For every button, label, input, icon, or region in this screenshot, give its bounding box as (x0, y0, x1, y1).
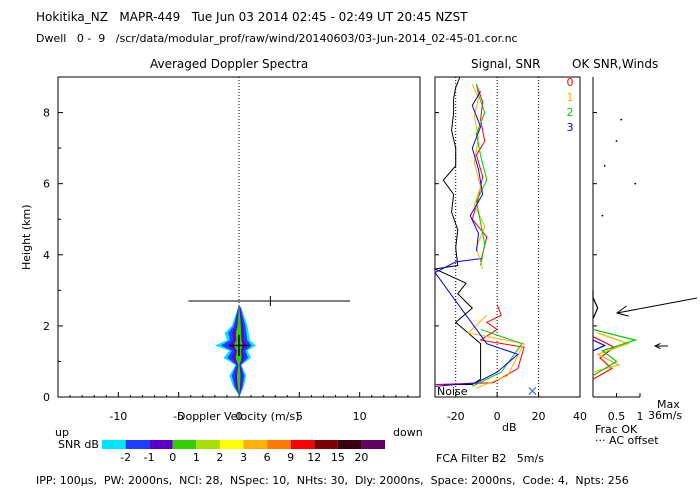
header-subtitle: Dwell 0 - 9 /scr/data/modular_prof/raw/w… (36, 32, 518, 45)
snr-series-Noise (433, 76, 482, 386)
snr-db-label: SNR dB (58, 438, 99, 451)
doppler-title: Averaged Doppler Spectra (150, 57, 309, 71)
snr-panel: -20 0 20 40 × 0 1 2 3 (433, 76, 587, 423)
y-tick-label: 8 (43, 107, 50, 120)
colorbar-tick-label: 2 (216, 451, 223, 464)
header-title: Hokitika_NZ MAPR-449 Tue Jun 03 2014 02:… (36, 10, 468, 24)
ok-series-0 (592, 336, 616, 380)
ok-scatter-point (634, 182, 637, 185)
legend-entry-2: 2 (567, 106, 574, 119)
ok-series-1 (592, 332, 631, 373)
legend-entry-1: 1 (567, 91, 574, 104)
ok-series-3 (592, 339, 607, 352)
doppler-panel: -10 -5 0 5 10 0 2 4 6 8 (43, 76, 421, 423)
colorbar-tick-label: 12 (307, 451, 321, 464)
ok-series-ac (592, 290, 599, 320)
colorbar-tick-label: 0 (169, 451, 176, 464)
snr-series-0 (434, 304, 525, 386)
x-tick-label: -5 (173, 410, 184, 423)
colorbar-tick-label: 3 (240, 451, 247, 464)
snr-x-tick-label: -20 (447, 410, 465, 423)
wind-arrow-head (653, 342, 661, 350)
down-label: down (393, 426, 423, 439)
snr-series-3 (434, 257, 519, 387)
y-tick-label: 6 (43, 178, 50, 191)
x-tick-label: 0 (236, 410, 243, 423)
colorbar-swatch (125, 440, 150, 449)
ok-series-2 (592, 328, 638, 377)
colorbar-tick-label: 9 (287, 451, 294, 464)
colorbar-swatch (290, 440, 315, 449)
snr-x-tick-label: 20 (532, 410, 546, 423)
colorbar-swatch (267, 440, 291, 449)
spectrum-contour-core (233, 304, 243, 396)
ok-scatter-point (615, 140, 618, 142)
wind-arrow-head (615, 305, 629, 317)
x-tick-label: 5 (296, 410, 303, 423)
noise-label: Noise (437, 385, 468, 398)
wind-arrow-shaft (616, 297, 698, 314)
snr-x-tick-label: 40 (573, 410, 587, 423)
doppler-ylabel: Height (km) (20, 204, 33, 270)
ok-xlabel: Frac OK (595, 423, 638, 436)
ok-scatter-point (620, 118, 623, 121)
colorbar-tick-label: -1 (144, 451, 155, 464)
colorbar-swatch (196, 440, 220, 449)
snr-x-tick-label: 0 (494, 410, 501, 423)
doppler-xlabel: Doppler Velocity (m/s) (177, 410, 300, 423)
snr-colorbar: -2 -1 0 1 2 3 6 9 12 15 20 (102, 440, 385, 464)
y-tick-label: 4 (43, 249, 50, 262)
ok-x-tick-label: 0.5 (608, 410, 626, 423)
footer-params: IPP: 100μs, PW: 2000ns, NCI: 28, NSpec: … (36, 474, 629, 487)
snr-xlabel: dB (502, 421, 517, 434)
colorbar-swatch (243, 440, 268, 449)
ok-scatter-point (601, 214, 604, 217)
colorbar-tick-label: -2 (120, 451, 131, 464)
y-tick-label: 0 (43, 391, 50, 404)
max-label: Max (657, 398, 680, 411)
x-tick-label: -10 (109, 410, 127, 423)
noise-marker: × (526, 384, 538, 400)
snr-series-3 (469, 90, 484, 252)
colorbar-tick-label: 1 (193, 451, 200, 464)
snr-frame (434, 76, 581, 398)
ok-scatter-point (603, 164, 606, 167)
snr-series-2 (475, 84, 488, 266)
colorbar-swatch (149, 440, 173, 449)
snr-series-2 (472, 328, 523, 387)
colorbar-swatch (172, 440, 197, 449)
snr-title: Signal, SNR (471, 57, 541, 71)
colorbar-tick-label: 20 (354, 451, 368, 464)
ok-x-tick-label: 1 (637, 410, 644, 423)
colorbar-swatch (337, 440, 362, 449)
x-tick-label: 10 (353, 410, 367, 423)
colorbar-swatch (361, 440, 385, 449)
y-tick-label: 2 (43, 320, 50, 333)
legend-entry-3: 3 (567, 121, 574, 134)
ok-title: OK SNR,Winds (572, 57, 659, 71)
max-value: 36m/s (648, 409, 683, 422)
ac-offset-note: ··· AC offset (595, 434, 659, 447)
colorbar-tick-label: 15 (331, 451, 345, 464)
snr-series-1 (471, 83, 486, 270)
colorbar-swatch (102, 440, 126, 449)
colorbar-tick-label: 6 (264, 451, 271, 464)
ok-panel: 0.5 1 (592, 77, 698, 423)
legend-entry-0: 0 (567, 76, 574, 89)
colorbar-swatch (219, 440, 244, 449)
snr-series-0 (471, 83, 488, 263)
filter-label: FCA Filter B2 5m/s (436, 452, 544, 465)
colorbar-swatch (314, 440, 338, 449)
up-label: up (55, 426, 69, 439)
